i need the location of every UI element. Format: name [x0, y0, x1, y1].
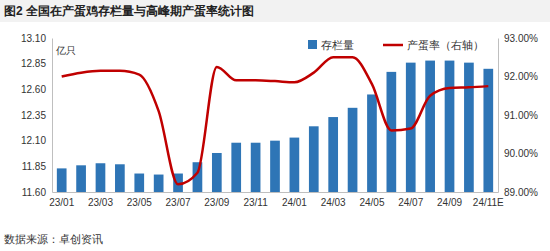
x-tick: 24/05 — [359, 192, 384, 208]
bar — [387, 72, 397, 192]
bar — [328, 117, 338, 192]
y-tick: 12.60 — [21, 84, 52, 95]
x-tick-label: 23/07 — [166, 197, 191, 208]
x-tick-label: 24/03 — [321, 197, 346, 208]
bar — [134, 174, 144, 192]
source: 数据来源：卓创资讯 — [4, 233, 103, 245]
line — [62, 57, 489, 184]
bar — [425, 61, 435, 192]
legend-swatch — [308, 40, 317, 49]
y2-axis: 89.00% 90.00% 91.00% 92.00% 93.00% — [498, 33, 538, 198]
bar — [270, 141, 280, 192]
y-tick-label: 12.10 — [21, 135, 46, 146]
plot: 11.60 11.85 12.10 12.35 12.60 12.85 13.10 89.00… — [21, 33, 538, 208]
y-tick-label: 11.60 — [22, 187, 47, 198]
bar — [57, 168, 67, 192]
axis-line — [52, 39, 53, 193]
bar — [348, 108, 358, 192]
y2-tick-label: 91.00% — [504, 110, 538, 121]
bar — [212, 153, 222, 192]
y-tick-label: 11.85 — [22, 161, 47, 172]
x-tick: 24/11E — [473, 192, 504, 208]
legend-label: 产蛋率（右轴） — [407, 39, 484, 51]
bar — [251, 143, 261, 192]
x-tick-label: 24/05 — [359, 197, 384, 208]
y2-tick-label: 92.00% — [504, 71, 538, 82]
x-tick: 24/07 — [398, 192, 423, 208]
bar — [154, 175, 164, 192]
x-tick: 24/03 — [321, 192, 346, 208]
y2-tick-label: 89.00% — [504, 187, 538, 198]
y-tick: 11.60 — [22, 187, 52, 198]
x-tick: 23/03 — [88, 192, 113, 208]
chart: 图2 全国在产蛋鸡存栏量与高峰期产蛋率统计图 11.60 11.85 12.10 12.… — [0, 0, 550, 251]
y2-tick: 90.00% — [498, 148, 538, 159]
y2-tick-label: 90.00% — [504, 148, 538, 159]
bar — [76, 165, 86, 192]
x-tick: 23/09 — [204, 192, 229, 208]
x-tick-label: 23/01 — [49, 197, 74, 208]
bar — [464, 63, 474, 192]
y-axis: 11.60 11.85 12.10 12.35 12.60 12.85 13.10 — [21, 33, 53, 198]
y-tick: 12.35 — [21, 110, 52, 121]
y2-tick: 91.00% — [498, 110, 538, 121]
y-tick-label: 12.35 — [21, 110, 46, 121]
y-tick: 12.10 — [21, 135, 52, 146]
x-tick-label: 24/09 — [437, 197, 462, 208]
x-tick: 23/01 — [49, 192, 74, 208]
x-tick: 23/11 — [243, 192, 268, 208]
x-tick-label: 23/03 — [88, 197, 113, 208]
x-tick: 24/09 — [437, 192, 462, 208]
y-tick-label: 13.10 — [21, 33, 46, 44]
y2-tick: 89.00% — [498, 187, 538, 198]
title: 图2 全国在产蛋鸡存栏量与高峰期产蛋率统计图 — [4, 4, 254, 18]
title-background — [0, 0, 550, 22]
y-tick-label: 12.60 — [21, 84, 46, 95]
x-tick-label: 23/05 — [127, 197, 152, 208]
y2-tick: 93.00% — [498, 33, 538, 44]
bar — [290, 138, 300, 192]
bar — [115, 164, 125, 192]
x-tick-label: 23/11 — [243, 197, 268, 208]
y2-tick: 92.00% — [498, 71, 538, 82]
bar — [445, 61, 455, 192]
bar — [231, 143, 241, 192]
legend: 存栏量 产蛋率（右轴） — [308, 39, 484, 51]
y2-tick-label: 93.00% — [504, 33, 538, 44]
marks — [57, 57, 493, 192]
y-tick: 12.85 — [21, 58, 52, 69]
x-tick-label: 24/07 — [398, 197, 423, 208]
bar — [367, 94, 377, 192]
x-tick: 23/05 — [127, 192, 152, 208]
x-tick-label: 24/11E — [473, 197, 504, 208]
axis-line — [498, 39, 499, 193]
x-tick-label: 24/01 — [282, 197, 307, 208]
bar — [309, 126, 319, 192]
legend-label: 存栏量 — [321, 39, 354, 51]
y-axis-unit: 亿只 — [55, 45, 76, 56]
x-axis: 23/01 23/03 23/05 23/07 23/09 23/11 24/01 24/03… — [49, 192, 504, 208]
x-tick-label: 23/09 — [204, 197, 229, 208]
x-tick: 23/07 — [166, 192, 191, 208]
y-tick: 13.10 — [21, 33, 52, 44]
y-tick: 11.85 — [22, 161, 52, 172]
axis-line — [53, 192, 499, 193]
legend-swatch — [383, 44, 403, 47]
y-tick-label: 12.85 — [21, 58, 46, 69]
bar — [96, 163, 106, 192]
x-tick: 24/01 — [282, 192, 307, 208]
